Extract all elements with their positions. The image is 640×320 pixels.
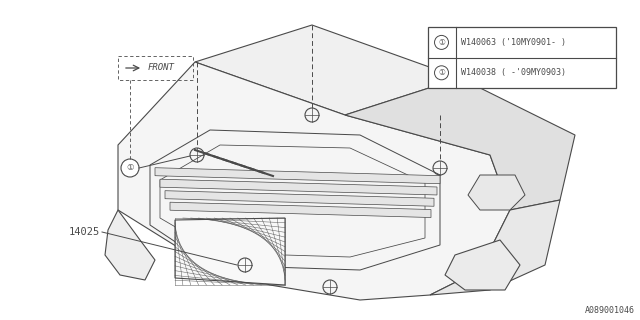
Bar <box>118 56 193 80</box>
Text: ①: ① <box>438 68 445 77</box>
Text: FRONT: FRONT <box>148 63 175 73</box>
Polygon shape <box>430 200 560 295</box>
Circle shape <box>121 159 139 177</box>
Text: W140063 ('10MY0901- ): W140063 ('10MY0901- ) <box>461 38 566 47</box>
Text: A089001046: A089001046 <box>585 306 635 315</box>
Polygon shape <box>468 175 525 210</box>
Polygon shape <box>170 202 431 218</box>
Circle shape <box>435 66 449 80</box>
Bar <box>428 27 616 88</box>
Circle shape <box>435 36 449 49</box>
Polygon shape <box>345 78 575 210</box>
Polygon shape <box>445 240 520 290</box>
Polygon shape <box>165 191 434 206</box>
Text: ①: ① <box>438 38 445 47</box>
Polygon shape <box>105 210 155 280</box>
Polygon shape <box>160 179 437 195</box>
Text: W140038 ( -'09MY0903): W140038 ( -'09MY0903) <box>461 68 566 77</box>
Polygon shape <box>118 62 510 300</box>
Text: ①: ① <box>126 164 134 172</box>
Polygon shape <box>175 218 285 285</box>
Polygon shape <box>195 25 460 115</box>
Polygon shape <box>155 168 440 184</box>
Text: 14025: 14025 <box>68 227 100 237</box>
